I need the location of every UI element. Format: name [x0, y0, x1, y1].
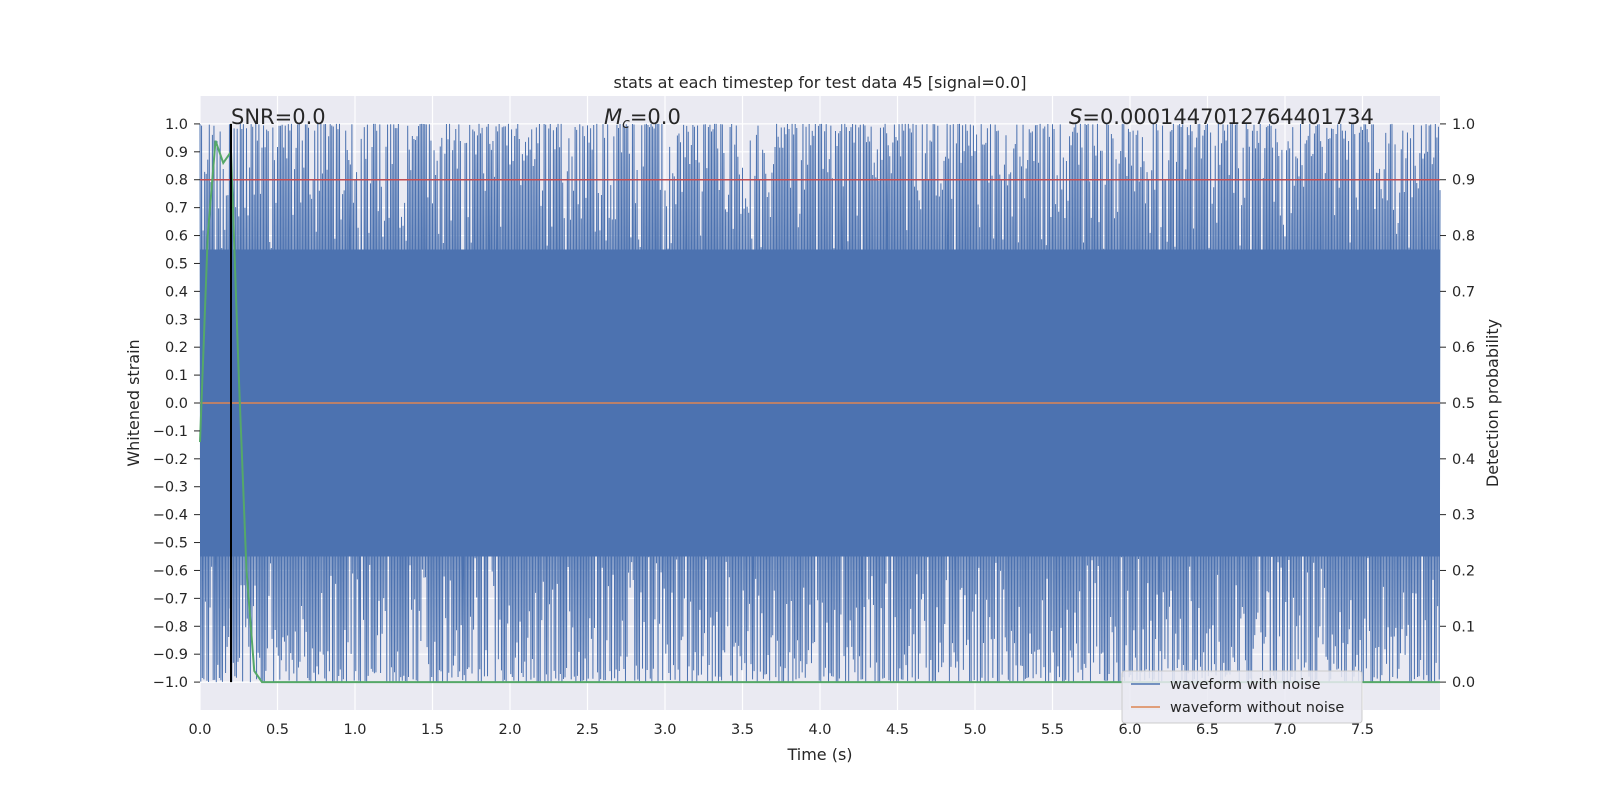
y-tick-label: 0.9	[165, 145, 188, 161]
legend-box	[1121, 670, 1363, 724]
y2-tick-label: 0.3	[1452, 508, 1475, 524]
x-tick-label: 1.5	[421, 722, 444, 738]
y2-tick-label: 0.1	[1452, 619, 1475, 635]
y-tick-label: −1.0	[153, 675, 188, 691]
chart-title: stats at each timestep for test data 45 …	[614, 73, 1027, 92]
detection-probability-line	[199, 140, 1440, 684]
y2-tick-label: 0.2	[1452, 563, 1475, 579]
y-tick-label: 0.4	[165, 284, 188, 300]
y-tick-label: 0.0	[165, 396, 188, 412]
x-tick-label: 0.5	[266, 722, 289, 738]
y-tick-label: 0.8	[165, 173, 188, 189]
s-annotation: S=0.00014470127644017​34	[1069, 105, 1374, 129]
y-tick-label: 0.3	[165, 312, 188, 328]
y-tick-label: −0.9	[153, 647, 188, 663]
y-tick-label: 0.6	[165, 229, 188, 245]
y-tick-label: 1.0	[165, 117, 188, 133]
y-axis-label: Whitened strain	[124, 339, 143, 466]
y2-axis-ticks: 1.0 0.9 0.8 0.7 0.6 0.5 0.4 0.3 0.2 0.1 0.0	[1440, 117, 1475, 691]
legend: waveform with noise waveform without noi…	[1121, 670, 1363, 724]
y-tick-label: −0.8	[153, 619, 188, 635]
y2-tick-label: 0.0	[1452, 675, 1475, 691]
x-tick-label: 6.5	[1196, 722, 1219, 738]
s-value: =0.00014470127644017​34	[1082, 105, 1374, 129]
x-tick-label: 2.5	[576, 722, 599, 738]
y-tick-label: −0.5	[153, 536, 188, 552]
y-tick-label: 0.7	[165, 201, 188, 217]
x-tick-label: 7.5	[1351, 722, 1374, 738]
x-tick-label: 7.0	[1273, 722, 1296, 738]
y2-tick-label: 0.5	[1452, 396, 1475, 412]
y-tick-label: −0.1	[153, 424, 188, 440]
x-axis-ticks: 0.0 0.5 1.0 1.5 2.0 2.5 3.0 3.5 4.0 4.5 5.0 5.5 6.0 6…	[188, 722, 1374, 738]
y-tick-label: −0.7	[153, 591, 188, 607]
x-tick-label: 1.0	[343, 722, 366, 738]
x-tick-label: 3.5	[731, 722, 754, 738]
x-tick-label: 4.5	[886, 722, 909, 738]
snr-annotation: SNR=0.0	[231, 105, 326, 129]
y-tick-label: −0.6	[153, 563, 188, 579]
y2-tick-label: 0.7	[1452, 284, 1475, 300]
s-symbol: S	[1069, 105, 1082, 129]
x-tick-label: 3.0	[653, 722, 676, 738]
x-tick-label: 6.0	[1118, 722, 1141, 738]
x-axis-label: Time (s)	[786, 745, 852, 764]
mc-symbol: M	[604, 105, 622, 129]
y-tick-label: −0.2	[153, 452, 188, 468]
y2-axis-label: Detection probability	[1483, 319, 1502, 487]
y-tick-label: 0.5	[165, 256, 188, 272]
y-axis-ticks: 1.0 0.9 0.8 0.7 0.6 0.5 0.4 0.3 0.2 0.1 0.0 −0.1 −0.…	[153, 117, 200, 691]
y-tick-label: −0.3	[153, 480, 188, 496]
y2-tick-label: 1.0	[1452, 117, 1475, 133]
legend-label-clean: waveform without noise	[1170, 700, 1344, 716]
x-tick-label: 2.0	[498, 722, 521, 738]
x-tick-label: 5.5	[1041, 722, 1064, 738]
mc-subscript: c	[622, 116, 630, 132]
overlay-lines	[199, 123, 1440, 684]
y-tick-label: 0.1	[165, 368, 188, 384]
y-tick-label: −0.4	[153, 508, 188, 524]
y2-tick-label: 0.6	[1452, 340, 1475, 356]
x-tick-label: 4.0	[808, 722, 831, 738]
legend-label-noise: waveform with noise	[1170, 677, 1321, 693]
y2-tick-label: 0.8	[1452, 229, 1475, 245]
x-tick-label: 5.0	[963, 722, 986, 738]
x-tick-label: 0.0	[188, 722, 211, 738]
mc-value: =0.0	[630, 105, 681, 129]
mc-annotation: Mc=0.0	[604, 105, 681, 132]
y-tick-label: 0.2	[165, 340, 188, 356]
y2-tick-label: 0.4	[1452, 452, 1475, 468]
y2-tick-label: 0.9	[1452, 173, 1475, 189]
